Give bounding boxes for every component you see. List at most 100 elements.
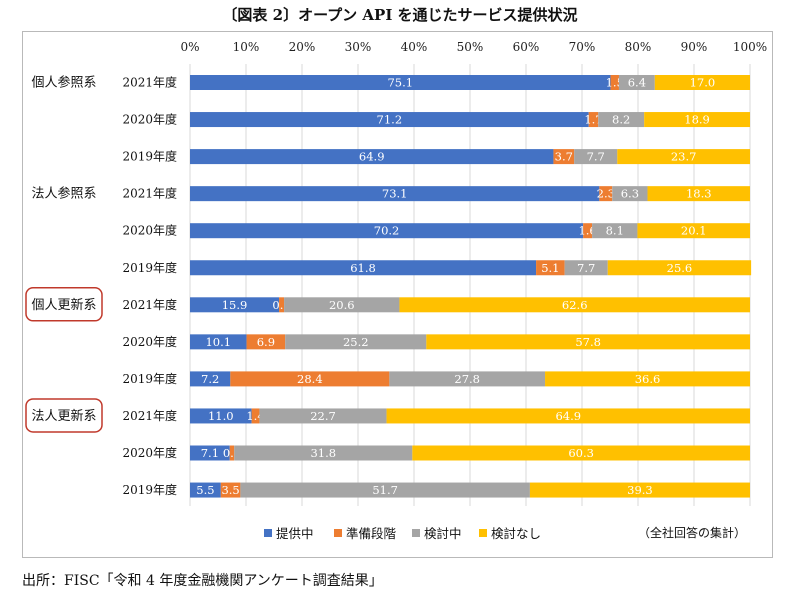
data-label: 64.9 <box>555 409 581 423</box>
data-label: 61.8 <box>350 261 376 275</box>
data-label: 70.2 <box>374 224 400 238</box>
x-tick-label: 90% <box>681 40 708 54</box>
year-label: 2020年度 <box>122 334 177 349</box>
bar-segment <box>190 223 584 239</box>
legend-label: 検討なし <box>491 526 541 541</box>
data-label: 7.2 <box>201 372 219 386</box>
data-label: 57.8 <box>575 335 601 349</box>
bar-segment <box>637 223 750 239</box>
bar-segment <box>285 334 427 350</box>
legend-label: 準備段階 <box>346 526 397 541</box>
data-label: 18.9 <box>684 113 710 127</box>
bar-segment <box>592 223 638 239</box>
year-label: 2020年度 <box>122 223 177 238</box>
bar-segment <box>240 482 530 498</box>
year-label: 2020年度 <box>122 112 177 127</box>
year-label: 2019年度 <box>122 482 177 497</box>
data-label: 3.7 <box>555 150 573 164</box>
group-highlight-box <box>25 287 103 322</box>
bar-segment <box>536 260 565 276</box>
data-label: 39.3 <box>627 483 653 497</box>
data-label: 62.6 <box>562 298 588 312</box>
bar-segment <box>545 371 750 387</box>
chart-title: 〔図表 2〕オープン API を通じたサービス提供状況 <box>222 6 578 24</box>
bar-segment <box>386 408 750 424</box>
bar-segment <box>647 186 750 202</box>
bar-segment <box>259 408 387 424</box>
data-label: 20.1 <box>681 224 707 238</box>
legend-swatch <box>334 529 342 537</box>
x-tick-label: 40% <box>401 40 428 54</box>
bar-segment <box>598 112 645 128</box>
bar-segment <box>564 260 608 276</box>
data-label: 7.7 <box>577 261 595 275</box>
year-label: 2019年度 <box>122 260 177 275</box>
data-label: 25.6 <box>667 261 693 275</box>
data-label: 6.4 <box>628 76 646 90</box>
legend-swatch <box>264 529 272 537</box>
data-label: 6.9 <box>257 335 275 349</box>
data-label: 36.6 <box>635 372 661 386</box>
data-label: 28.4 <box>297 372 323 386</box>
bar-segment <box>279 297 285 313</box>
x-tick-label: 80% <box>625 40 652 54</box>
data-label: 7.7 <box>587 150 605 164</box>
bar-segment <box>553 149 575 165</box>
chart-note: （全社回答の集計） <box>638 525 746 540</box>
bar-segment <box>190 75 611 90</box>
data-label: 31.8 <box>310 446 336 460</box>
data-label: 10.1 <box>205 335 231 349</box>
group-label: 法人更新系 <box>31 408 96 424</box>
bar-segment <box>583 223 593 239</box>
data-label: 23.7 <box>671 150 697 164</box>
bar-segment <box>190 112 589 128</box>
bar-segment <box>412 445 750 461</box>
x-tick-label: 30% <box>345 40 372 54</box>
data-label: 17.0 <box>690 76 716 90</box>
bar-segment <box>574 149 618 165</box>
bar-segment <box>610 75 619 90</box>
data-label: 3.5 <box>221 483 239 497</box>
bar-segment <box>190 186 600 202</box>
year-label: 2020年度 <box>122 445 177 460</box>
bar-segment <box>230 371 390 387</box>
year-label: 2021年度 <box>122 186 177 201</box>
data-label: 7.1 <box>201 446 219 460</box>
data-label: 11.0 <box>208 409 234 423</box>
data-label: 75.1 <box>387 76 413 90</box>
data-label: 20.6 <box>329 298 355 312</box>
bar-segment <box>251 408 260 424</box>
group-label: 個人参照系 <box>31 75 96 91</box>
data-label: 71.2 <box>377 113 403 127</box>
group-label: 法人参照系 <box>31 186 96 202</box>
data-label: 8.1 <box>606 224 624 238</box>
data-label: 64.9 <box>359 150 385 164</box>
year-label: 2019年度 <box>122 371 177 386</box>
data-label: 73.1 <box>382 187 408 201</box>
bar-segment <box>617 149 750 165</box>
x-tick-label: 10% <box>233 40 260 54</box>
data-label: 8.2 <box>612 113 630 127</box>
year-label: 2021年度 <box>122 75 177 90</box>
bar-segment <box>529 482 750 498</box>
chart-frame <box>22 31 773 558</box>
year-label: 2019年度 <box>122 149 177 164</box>
group-highlight-box <box>25 398 103 433</box>
bar-segment <box>654 75 750 90</box>
data-label: 27.8 <box>454 372 480 386</box>
bar-segment <box>607 260 752 276</box>
bar-segment <box>234 445 413 461</box>
x-tick-label: 0% <box>180 40 199 54</box>
data-label: 2.3 <box>597 187 615 201</box>
year-label: 2021年度 <box>122 408 177 423</box>
x-tick-label: 100% <box>733 40 767 54</box>
bar-segment <box>190 334 247 350</box>
bar-segment <box>612 186 648 202</box>
data-label: 6.3 <box>621 187 639 201</box>
bar-segment <box>399 297 750 313</box>
bar-segment <box>246 334 286 350</box>
legend-swatch <box>412 529 420 537</box>
bar-segment <box>190 482 221 498</box>
bar-segment <box>284 297 400 313</box>
